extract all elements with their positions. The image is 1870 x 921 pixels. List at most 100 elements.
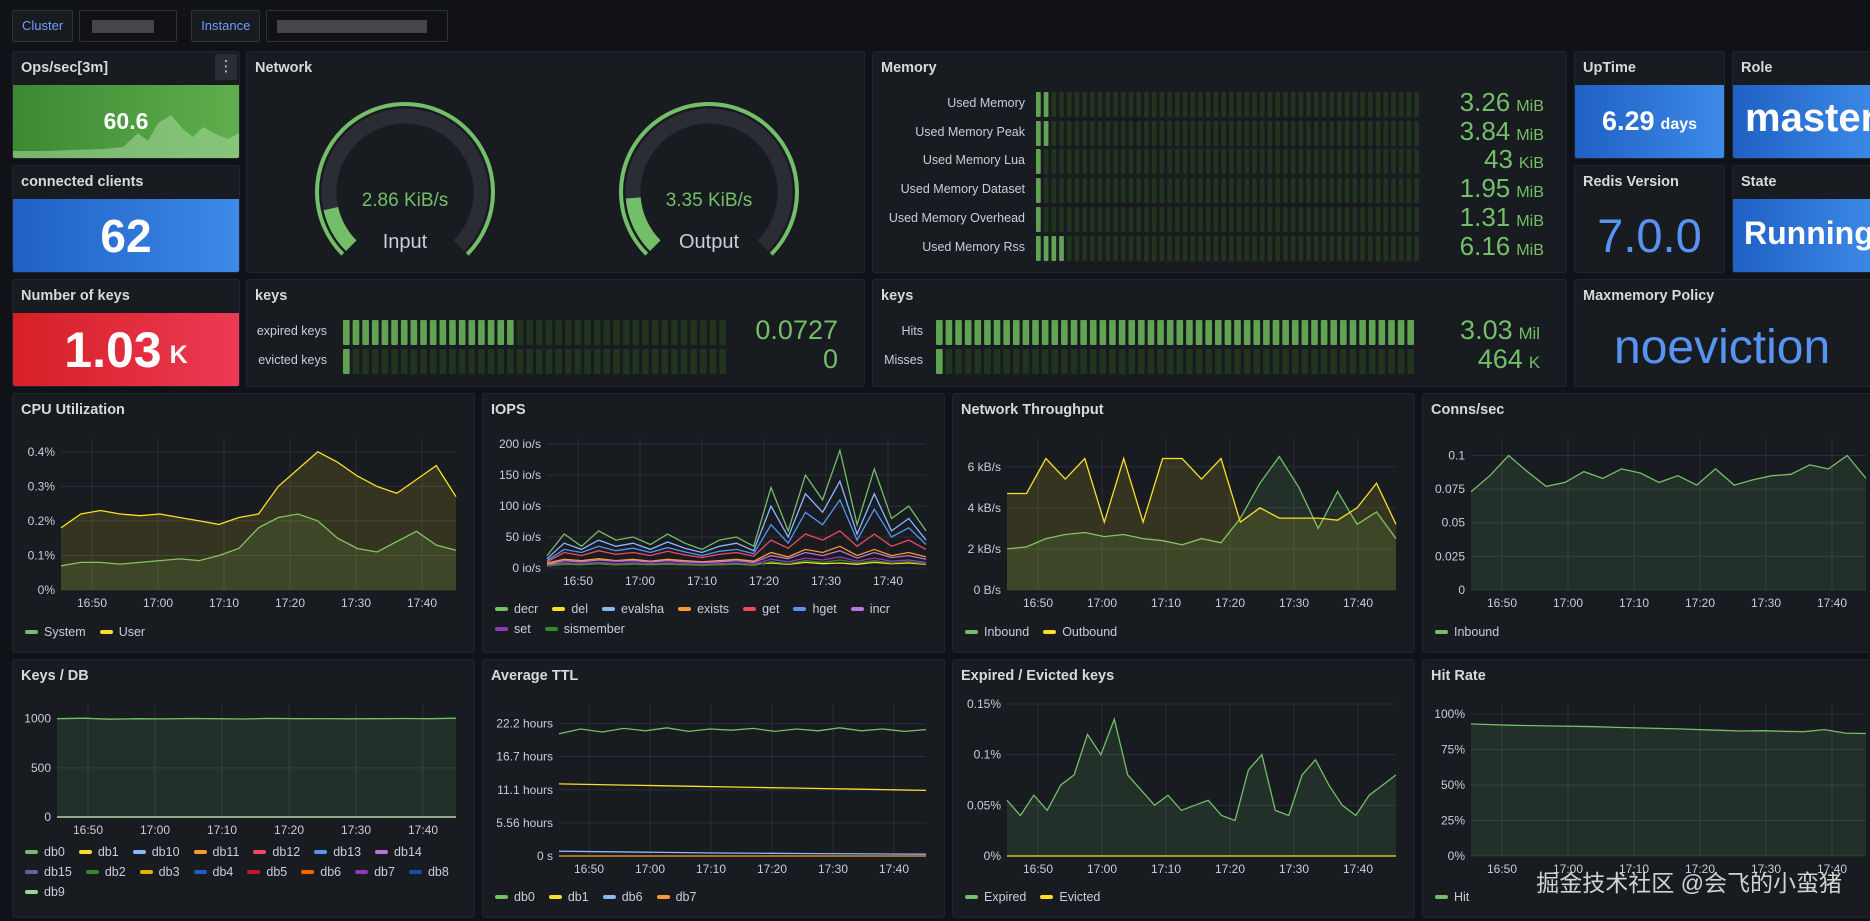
legend-item[interactable]: db10: [132, 845, 180, 859]
legend-item[interactable]: db6: [602, 890, 643, 904]
bar-segment: [1105, 206, 1111, 232]
legend-item[interactable]: get: [743, 602, 779, 616]
legend-item[interactable]: db6: [301, 865, 341, 879]
legend-item[interactable]: System: [25, 625, 86, 639]
panel-redis-version[interactable]: Redis Version 7.0.0: [1574, 165, 1725, 273]
legend-item[interactable]: set: [495, 622, 531, 636]
legend-item[interactable]: Expired: [965, 890, 1026, 904]
bar-segment: [536, 348, 543, 374]
legend-item[interactable]: decr: [495, 602, 538, 616]
legend-item[interactable]: db12: [253, 845, 300, 859]
cluster-select[interactable]: [79, 10, 178, 42]
panel-ops[interactable]: Ops/sec[3m] ⋮ 60.6: [12, 51, 240, 159]
panel-keys-db[interactable]: Keys / DB 0 500 1000 16:50 17:00 17:10 17:20 17…: [12, 659, 475, 918]
panel-maxmemory-policy[interactable]: Maxmemory Policy noeviction: [1574, 279, 1870, 387]
bar-segment: [1398, 178, 1404, 204]
bar-segment: [1205, 206, 1211, 232]
panel-keys-hits[interactable]: keys Hits 3.03 Mil Misses 464 K: [872, 279, 1567, 387]
legend-item[interactable]: Hit: [1435, 890, 1469, 904]
panel-cpu-utilization[interactable]: CPU Utilization 0% 0.1% 0.2% 0.3% 0.4% 16:50 1…: [12, 393, 475, 653]
panel-menu-icon[interactable]: ⋮: [215, 54, 237, 80]
x-tick-label: 17:40: [1817, 862, 1847, 876]
bar-segment: [984, 348, 991, 374]
panel-connected-clients[interactable]: connected clients 62: [12, 165, 240, 273]
panel-iops[interactable]: IOPS 0 io/s 50 io/s 100 io/s 150 io/s 200 io…: [482, 393, 945, 653]
x-tick-label: 17:10: [1619, 862, 1649, 876]
x-tick-label: 16:50: [1487, 862, 1517, 876]
bar-segment: [439, 320, 447, 345]
legend-item[interactable]: Outbound: [1043, 625, 1117, 639]
legend-item[interactable]: db7: [355, 865, 395, 879]
legend-item[interactable]: del: [552, 602, 588, 616]
state-stat-background: Running: [1733, 199, 1870, 272]
panel-hit-rate[interactable]: Hit Rate 0% 25% 50% 75% 100% 16:50 17:00 17:10 1…: [1422, 659, 1870, 918]
legend-item[interactable]: sismember: [544, 622, 625, 636]
legend-label: db1: [567, 890, 589, 904]
legend-item[interactable]: evalsha: [602, 602, 664, 616]
bar-segment: [1337, 149, 1342, 175]
bar-segment: [1066, 149, 1072, 175]
panel-memory[interactable]: Memory Used Memory 3.26 MiB Used Memory Pea…: [872, 51, 1567, 273]
legend-item[interactable]: db15: [25, 865, 72, 879]
legend-item[interactable]: db9: [25, 885, 65, 899]
legend-item[interactable]: db11: [193, 845, 239, 859]
panel-expired-evicted[interactable]: Expired / Evicted keys 0% 0.05% 0.1% 0.15% 1…: [952, 659, 1415, 918]
bar-segment: [1283, 120, 1288, 146]
legend-item[interactable]: db1: [78, 845, 119, 859]
legend-item[interactable]: db0: [495, 890, 535, 904]
panel-role[interactable]: Role master: [1732, 51, 1870, 159]
x-tick-label: 17:00: [140, 823, 170, 837]
bar-segment: [1174, 206, 1180, 232]
legend-item[interactable]: db2: [85, 865, 126, 879]
panel-uptime[interactable]: UpTime 6.29 days: [1574, 51, 1725, 159]
legend-item[interactable]: db0: [25, 845, 65, 859]
legend-item[interactable]: db4: [193, 865, 233, 879]
panel-title: keys: [881, 288, 914, 304]
variable-bar: Cluster Instance: [12, 10, 449, 42]
panel-keys-expired[interactable]: keys expired keys 0.0727 evicted keys 0: [246, 279, 865, 387]
bar-segment: [613, 320, 620, 345]
legend-item[interactable]: hget: [793, 602, 837, 616]
series-line: [546, 559, 927, 567]
bar-segment: [1159, 92, 1165, 117]
legend-item[interactable]: Inbound: [965, 625, 1029, 639]
panel-network[interactable]: Network 2.86 KiB/s Input 3.35 KiB/s Outp…: [246, 51, 865, 273]
legend-item[interactable]: Inbound: [1435, 625, 1499, 639]
bar-segment: [1397, 320, 1405, 345]
instance-select[interactable]: [266, 10, 449, 42]
panel-state[interactable]: State Running: [1732, 165, 1870, 273]
legend-item[interactable]: db8: [408, 865, 449, 879]
bar-segment: [1105, 178, 1111, 204]
panel-conns-sec[interactable]: Conns/sec 0 0.025 0.05 0.075 0.1 16:50 17:00 17…: [1422, 393, 1870, 653]
bar-segment: [622, 348, 630, 374]
bar-segment: [1337, 235, 1342, 261]
bar-segment: [1407, 348, 1414, 374]
bar-segment: [1267, 92, 1273, 117]
legend-label: Evicted: [1059, 890, 1101, 904]
legend-item[interactable]: db13: [314, 845, 361, 859]
legend-item[interactable]: db14: [375, 845, 422, 859]
bar-segment: [1367, 178, 1373, 204]
bar-segment: [1151, 120, 1157, 146]
x-tick-label: 17:10: [687, 574, 717, 588]
panel-average-ttl[interactable]: Average TTL 0 s 5.56 hours 11.1 hours 16.7 …: [482, 659, 945, 918]
legend-item[interactable]: exists: [678, 602, 729, 616]
bar-segment: [343, 320, 350, 345]
legend-label: exists: [697, 602, 730, 616]
legend-item[interactable]: User: [99, 625, 145, 639]
legend-item[interactable]: db7: [656, 890, 696, 904]
legend-item[interactable]: db5: [247, 865, 287, 879]
legend-item[interactable]: Evicted: [1040, 890, 1100, 904]
legend-item[interactable]: incr: [850, 602, 890, 616]
panel-title: Average TTL: [491, 668, 579, 684]
bar-segment: [1070, 348, 1078, 374]
bar-segment: [1244, 206, 1250, 232]
legend-swatch: [193, 850, 207, 854]
hit-rate-legend: Hit: [1435, 890, 1469, 904]
legend-item[interactable]: db1: [548, 890, 589, 904]
legend-item[interactable]: db3: [139, 865, 180, 879]
panel-network-throughput[interactable]: Network Throughput 0 B/s 2 kB/s 4 kB/s 6 kB…: [952, 393, 1415, 653]
bar-segment: [1128, 178, 1134, 204]
panel-number-of-keys[interactable]: Number of keys 1.03 K: [12, 279, 240, 387]
y-tick-label: 0.4%: [28, 445, 56, 459]
